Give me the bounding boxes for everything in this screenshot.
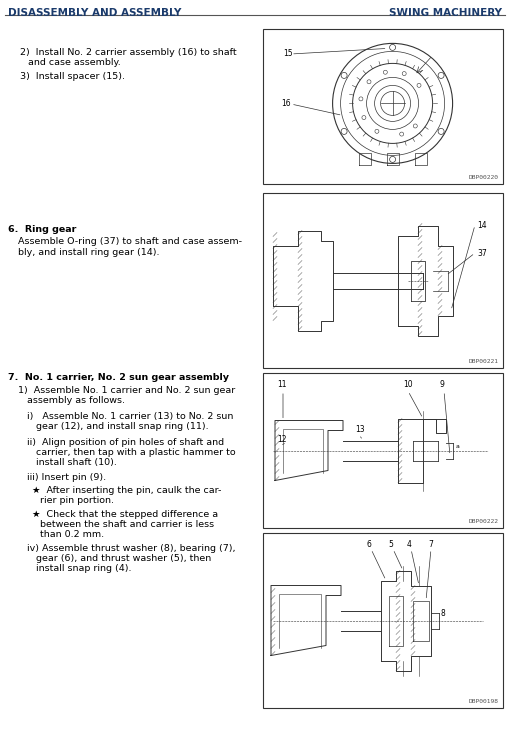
Text: SWING MACHINERY: SWING MACHINERY xyxy=(388,8,501,18)
Text: bly, and install ring gear (14).: bly, and install ring gear (14). xyxy=(18,248,159,257)
Text: install shaft (10).: install shaft (10). xyxy=(36,458,117,467)
Text: iii) Insert pin (9).: iii) Insert pin (9). xyxy=(27,473,106,482)
Text: ★  After inserting the pin, caulk the car-: ★ After inserting the pin, caulk the car… xyxy=(32,486,221,495)
Text: gear (12), and install snap ring (11).: gear (12), and install snap ring (11). xyxy=(36,422,208,431)
Text: carrier, then tap with a plastic hammer to: carrier, then tap with a plastic hammer … xyxy=(36,448,235,457)
Text: 5: 5 xyxy=(388,540,392,549)
Text: ★  Check that the stepped difference a: ★ Check that the stepped difference a xyxy=(32,510,218,519)
Text: iv) Assemble thrust washer (8), bearing (7),: iv) Assemble thrust washer (8), bearing … xyxy=(27,544,235,553)
Text: DBP00222: DBP00222 xyxy=(468,519,498,524)
Text: assembly as follows.: assembly as follows. xyxy=(27,396,125,405)
Text: 15: 15 xyxy=(282,50,292,59)
Text: 37: 37 xyxy=(476,248,486,258)
Text: 14: 14 xyxy=(476,221,486,230)
Text: DBP00221: DBP00221 xyxy=(468,359,498,364)
Bar xyxy=(263,533,502,708)
Text: than 0.2 mm.: than 0.2 mm. xyxy=(40,530,104,539)
Text: 16: 16 xyxy=(280,100,290,108)
Text: 7: 7 xyxy=(428,540,433,549)
Text: Assemble O-ring (37) to shaft and case assem-: Assemble O-ring (37) to shaft and case a… xyxy=(18,237,242,246)
Text: 11: 11 xyxy=(276,380,286,389)
Text: 8: 8 xyxy=(440,609,445,617)
Text: 6: 6 xyxy=(366,540,371,549)
Text: DBP00220: DBP00220 xyxy=(468,175,498,180)
Text: and case assembly.: and case assembly. xyxy=(28,58,121,67)
Text: 10: 10 xyxy=(402,380,412,389)
Text: 2)  Install No. 2 carrier assembly (16) to shaft: 2) Install No. 2 carrier assembly (16) t… xyxy=(20,48,236,57)
Text: a: a xyxy=(455,444,459,450)
Text: 13: 13 xyxy=(354,426,364,435)
Text: 7.  No. 1 carrier, No. 2 sun gear assembly: 7. No. 1 carrier, No. 2 sun gear assembl… xyxy=(8,373,229,382)
Text: 9: 9 xyxy=(439,380,444,389)
Text: i)   Assemble No. 1 carrier (13) to No. 2 sun: i) Assemble No. 1 carrier (13) to No. 2 … xyxy=(27,412,233,421)
Bar xyxy=(263,29,502,184)
Text: rier pin portion.: rier pin portion. xyxy=(40,496,114,505)
Text: 1)  Assemble No. 1 carrier and No. 2 sun gear: 1) Assemble No. 1 carrier and No. 2 sun … xyxy=(18,386,235,395)
Text: 6.  Ring gear: 6. Ring gear xyxy=(8,225,76,234)
Text: install snap ring (4).: install snap ring (4). xyxy=(36,564,131,573)
Text: ii)  Align position of pin holes of shaft and: ii) Align position of pin holes of shaft… xyxy=(27,438,223,447)
Text: DISASSEMBLY AND ASSEMBLY: DISASSEMBLY AND ASSEMBLY xyxy=(8,8,181,18)
Text: 12: 12 xyxy=(276,435,286,444)
Bar xyxy=(263,193,502,368)
Text: between the shaft and carrier is less: between the shaft and carrier is less xyxy=(40,520,214,529)
Text: gear (6), and thrust washer (5), then: gear (6), and thrust washer (5), then xyxy=(36,554,211,563)
Text: 4: 4 xyxy=(406,540,411,549)
Text: DBP00198: DBP00198 xyxy=(468,699,498,704)
Bar xyxy=(263,373,502,528)
Text: 3)  Install spacer (15).: 3) Install spacer (15). xyxy=(20,72,125,81)
